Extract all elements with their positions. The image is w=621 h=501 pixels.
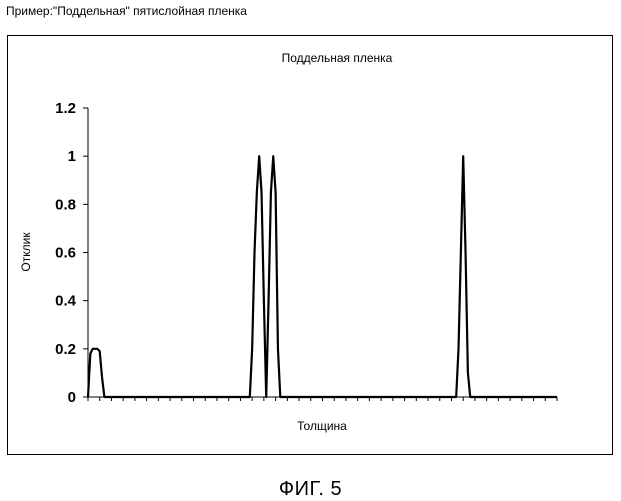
chart-title: Поддельная пленка [282, 51, 393, 65]
y-tick-label: 0.4 [55, 293, 77, 310]
y-tick-label: 0.6 [55, 245, 76, 262]
series-layer [88, 156, 557, 397]
y-axis-label: Отклик [19, 232, 33, 272]
y-tick-label: 0.8 [55, 196, 76, 213]
y-tick-label: 1 [68, 148, 76, 165]
x-axis-label: Толщина [297, 419, 347, 433]
figure-label: ФИГ. 5 [0, 478, 621, 501]
series-line [88, 156, 557, 397]
y-ticks: 0 0.2 0.4 0.6 0.8 1 1.2 [55, 100, 88, 406]
y-tick-label: 0 [68, 389, 76, 406]
y-tick-label: 0.2 [55, 341, 76, 358]
y-tick-label: 1.2 [55, 100, 76, 117]
